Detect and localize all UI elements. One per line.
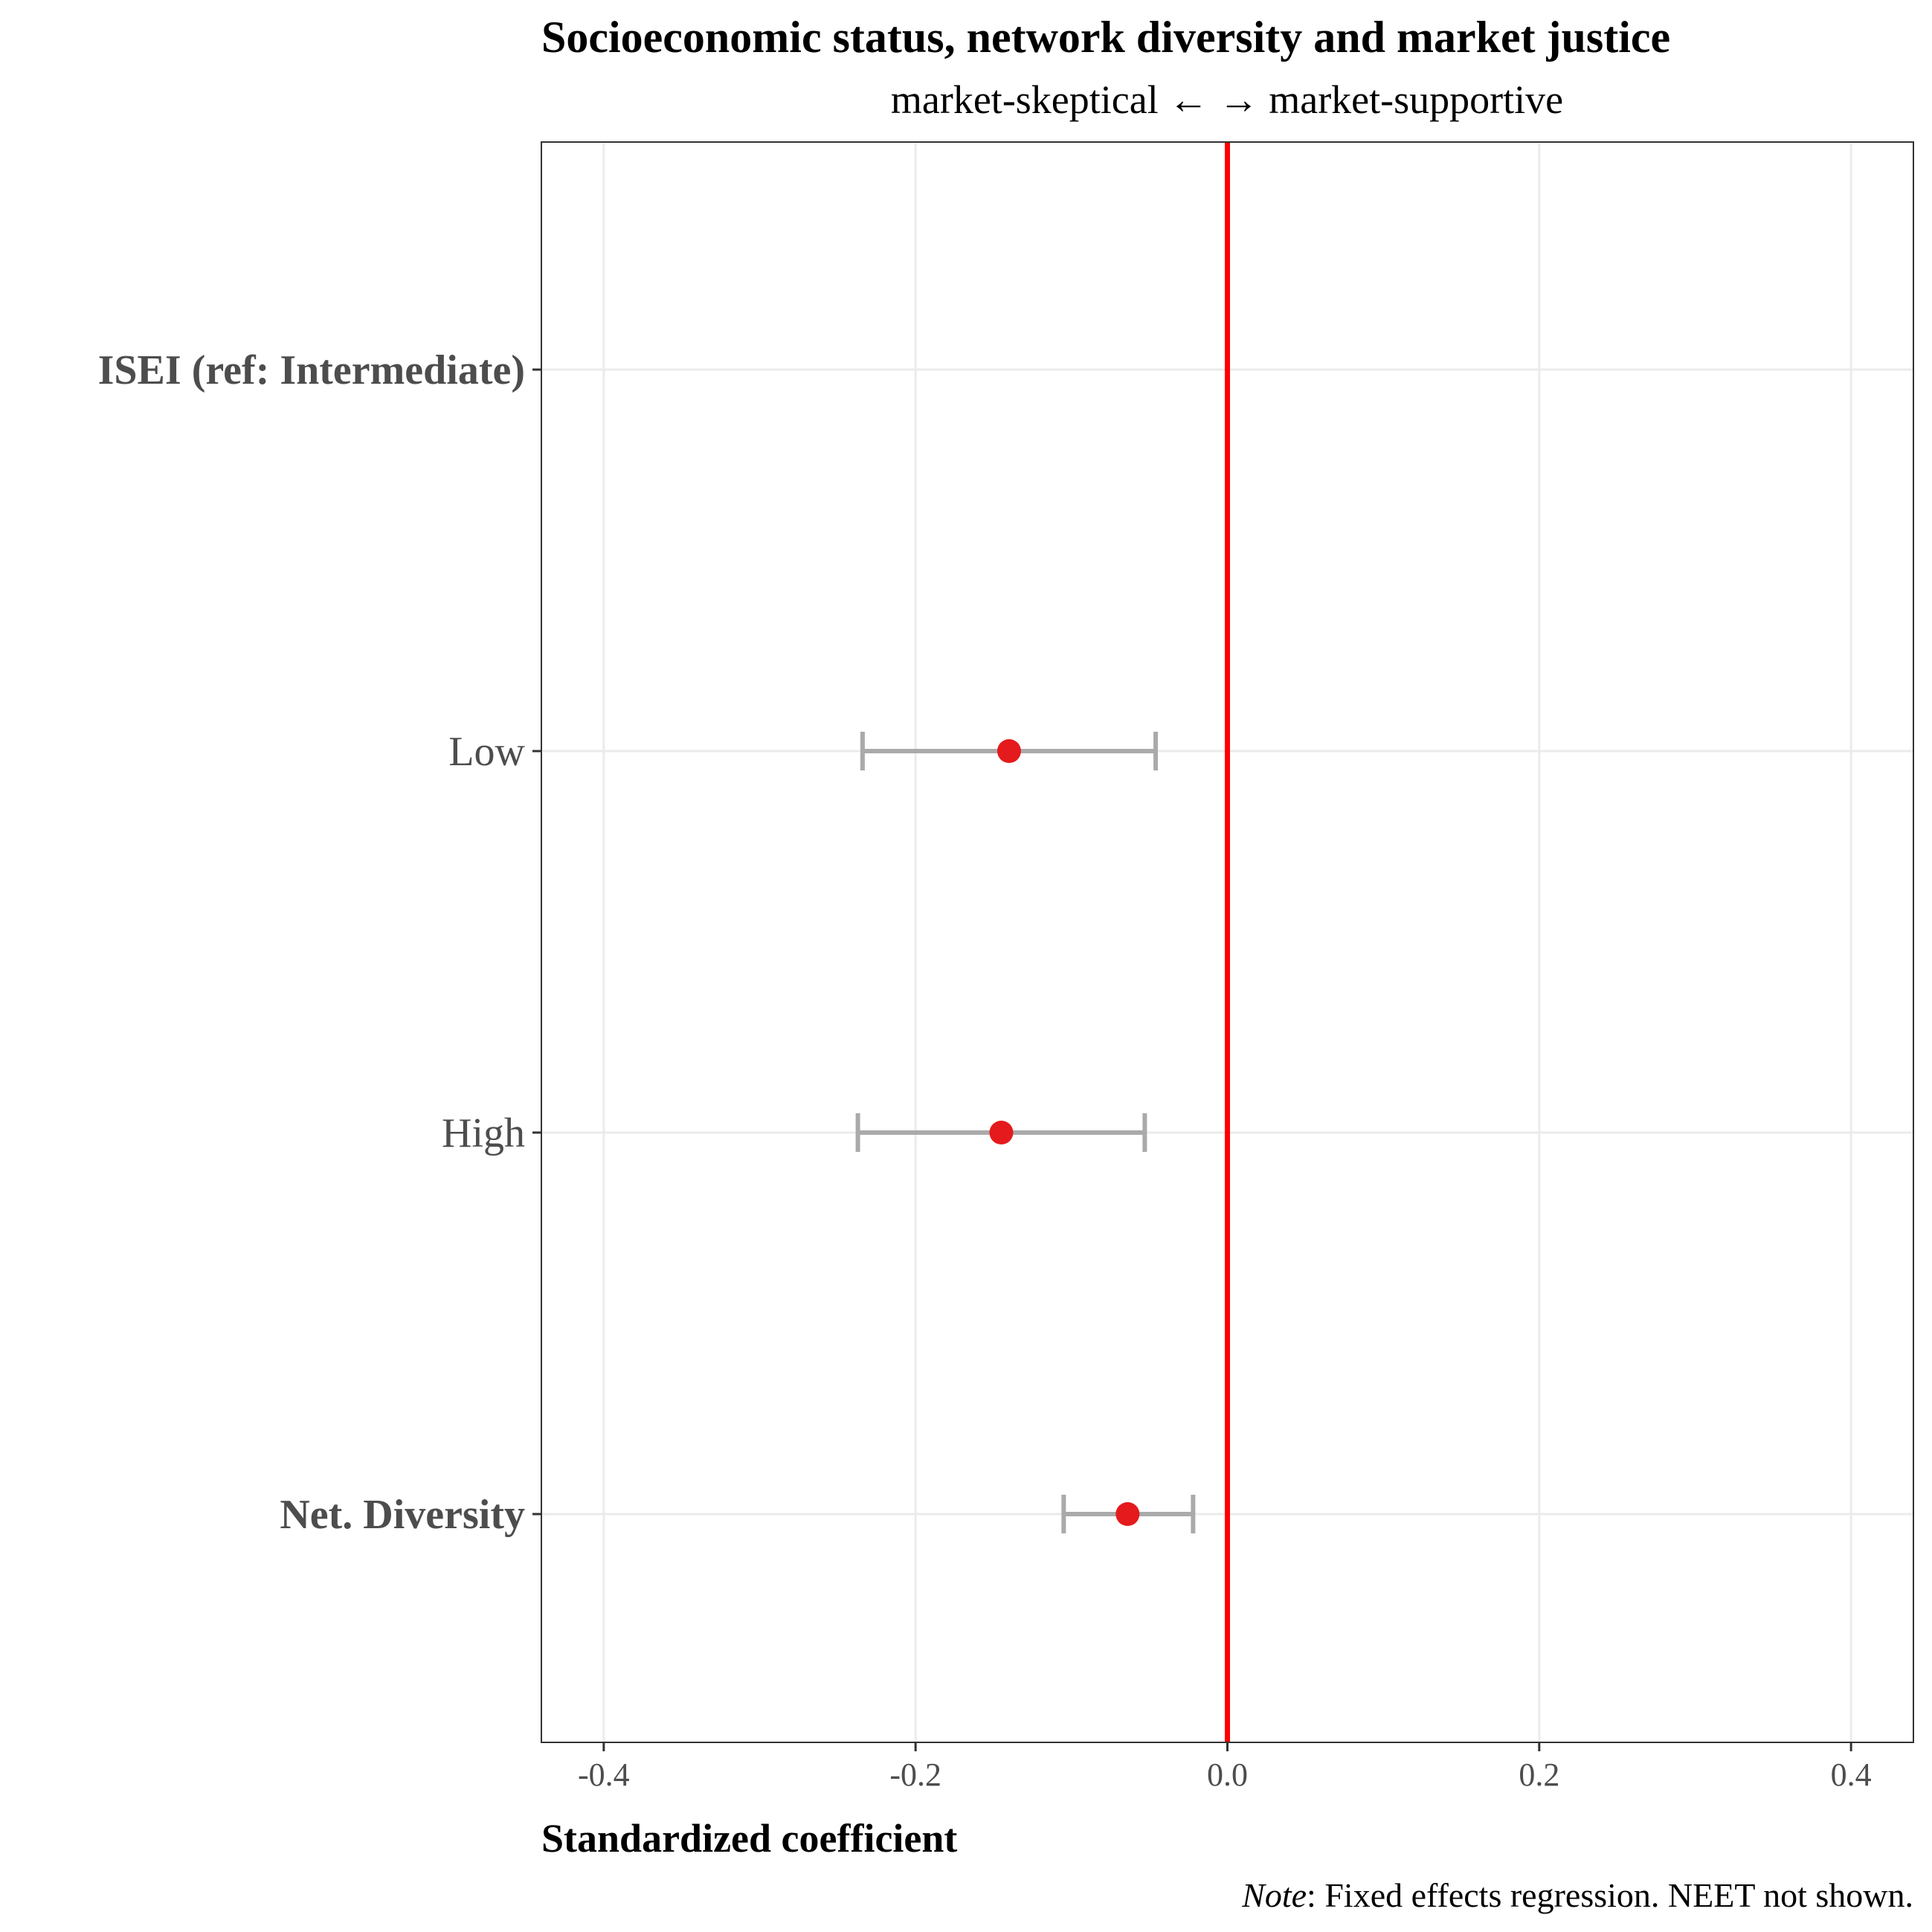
y-tick-label-high: High: [442, 1110, 525, 1156]
x-tick-label-1: -0.2: [889, 1756, 941, 1793]
x-tick-label-3: 0.2: [1519, 1756, 1559, 1793]
error-bars: [855, 732, 1196, 1533]
point-net-diversity: [1115, 1502, 1140, 1526]
x-axis-title: Standardized coefficient: [541, 1816, 957, 1861]
point-high: [989, 1121, 1014, 1144]
y-tick-label-isei-ref-intermediate: ISEI (ref: Intermediate): [98, 347, 525, 393]
y-axis: ISEI (ref: Intermediate) Low High Net. Dive…: [98, 347, 541, 1538]
y-tick-label-low: Low: [448, 729, 525, 775]
caption-note: Note: [1241, 1876, 1307, 1914]
y-tick-label-net-diversity: Net. Diversity: [280, 1492, 525, 1538]
x-tick-label-4: 0.4: [1831, 1756, 1872, 1793]
chart-subtitle: market-skeptical ← → market-supportive: [891, 77, 1563, 122]
caption-text: : Fixed effects regression. NEET not sho…: [1307, 1876, 1913, 1914]
x-tick-label-2: 0.0: [1207, 1756, 1248, 1793]
point-low: [996, 739, 1021, 763]
chart-title: Socioeconomic status, network diversity …: [541, 13, 1670, 62]
coefficient-points: [989, 739, 1140, 1526]
x-axis: -0.4 -0.2 0.0 0.2 0.4: [578, 1742, 1872, 1793]
x-tick-label-0: -0.4: [578, 1756, 630, 1793]
chart-caption: Note: Fixed effects regression. NEET not…: [1241, 1876, 1913, 1914]
